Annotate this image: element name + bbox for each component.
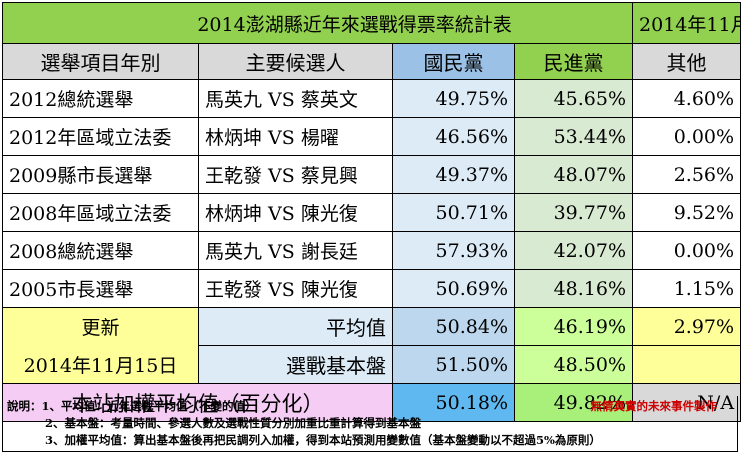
table-row: 2012總統選舉 馬英九 VS 蔡英文 49.75% 45.65% 4.60% [2,79,742,118]
page-title: 2014澎湖縣近年來選戰得票率統計表 [1,2,634,44]
header-election: 選舉項目年別 [2,43,199,80]
note-line-2: 2、基本盤：考量時間、參選人數及選戰性質分別加重比重計算得到基本盤 [45,416,421,430]
cell-election: 2005市長選舉 [2,269,199,308]
weighted-row: 本站加權平均值（百分化） 50.18% 49.82% N/A [2,383,742,422]
title-row: 2014澎湖縣近年來選戰得票率統計表 2014年11月15日 [1,2,742,44]
note-line-3: 3、加權平均值：算出基本盤後再把民調列入加權，得到本站預測用變數值（基本盤變動以… [45,433,601,447]
title-date: 2014年11月15日 [632,2,742,44]
average-label: 平均值 [198,307,393,346]
cell-other: 1.15% [632,269,742,308]
cell-dpp: 48.16% [513,269,634,308]
cell-candidates: 馬英九 VS 蔡英文 [198,79,393,118]
cell-other: 0.00% [632,231,742,270]
cell-candidates: 馬英九 VS 謝長廷 [198,231,393,270]
cell-kmt: 50.71% [392,193,515,232]
cell-candidates: 王乾發 VS 蔡見興 [198,155,393,194]
cell-election: 2012總統選舉 [2,79,199,118]
average-row: 更新 平均值 50.84% 46.19% 2.97% [2,307,742,346]
cell-election: 2009縣市長選舉 [2,155,199,194]
cell-candidates: 林炳坤 VS 陳光復 [198,193,393,232]
cell-dpp: 48.07% [513,155,634,194]
update-label: 更新 [2,307,199,346]
election-table: 2014澎湖縣近年來選戰得票率統計表 2014年11月15日 選舉項目年別 主要… [1,2,742,422]
cell-other: 0.00% [632,117,742,156]
cell-other: 4.60% [632,79,742,118]
cell-dpp: 39.77% [513,193,634,232]
average-other: 2.97% [632,307,742,346]
header-row: 選舉項目年別 主要候選人 國民黨 民進黨 其他 [2,43,742,80]
base-other [632,345,742,384]
notes-box: 說明：1、平均值：近年選戰平均值（不變的值） 2、基本盤：考量時間、參選人數及選… [2,396,738,452]
base-kmt: 51.50% [392,345,515,384]
cell-election: 2008年區域立法委 [2,193,199,232]
weighted-dpp: 49.82% [513,383,634,422]
header-dpp: 民進黨 [513,43,634,80]
base-row: 2014年11月15日 選戰基本盤 51.50% 48.50% [2,345,742,384]
base-dpp: 48.50% [513,345,634,384]
table-row: 2009縣市長選舉 王乾發 VS 蔡見興 49.37% 48.07% 2.56% [2,155,742,194]
base-label: 選戰基本盤 [198,345,393,384]
cell-other: 2.56% [632,155,742,194]
weighted-other: N/A [632,383,742,422]
note-line-1: 說明：1、平均值：近年選戰平均值（不變的值） [7,399,257,413]
header-candidates: 主要候選人 [198,43,393,80]
table-row: 2005市長選舉 王乾發 VS 陳光復 50.69% 48.16% 1.15% [2,269,742,308]
average-dpp: 46.19% [513,307,634,346]
weighted-label: 本站加權平均值（百分化） [2,383,393,422]
cell-kmt: 57.93% [392,231,515,270]
average-kmt: 50.84% [392,307,515,346]
update-date: 2014年11月15日 [2,345,199,384]
source-tagline: 無情真實的未來事件製作 [590,399,718,413]
cell-kmt: 49.37% [392,155,515,194]
cell-kmt: 49.75% [392,79,515,118]
cell-candidates: 王乾發 VS 陳光復 [198,269,393,308]
header-kmt: 國民黨 [392,43,515,80]
cell-dpp: 53.44% [513,117,634,156]
table-row: 2008年區域立法委 林炳坤 VS 陳光復 50.71% 39.77% 9.52… [2,193,742,232]
table-row: 2008總統選舉 馬英九 VS 謝長廷 57.93% 42.07% 0.00% [2,231,742,270]
cell-election: 2008總統選舉 [2,231,199,270]
cell-candidates: 林炳坤 VS 楊曜 [198,117,393,156]
cell-dpp: 45.65% [513,79,634,118]
cell-other: 9.52% [632,193,742,232]
cell-election: 2012年區域立法委 [2,117,199,156]
header-other: 其他 [632,43,742,80]
cell-kmt: 50.69% [392,269,515,308]
cell-dpp: 42.07% [513,231,634,270]
cell-kmt: 46.56% [392,117,515,156]
table-row: 2012年區域立法委 林炳坤 VS 楊曜 46.56% 53.44% 0.00% [2,117,742,156]
